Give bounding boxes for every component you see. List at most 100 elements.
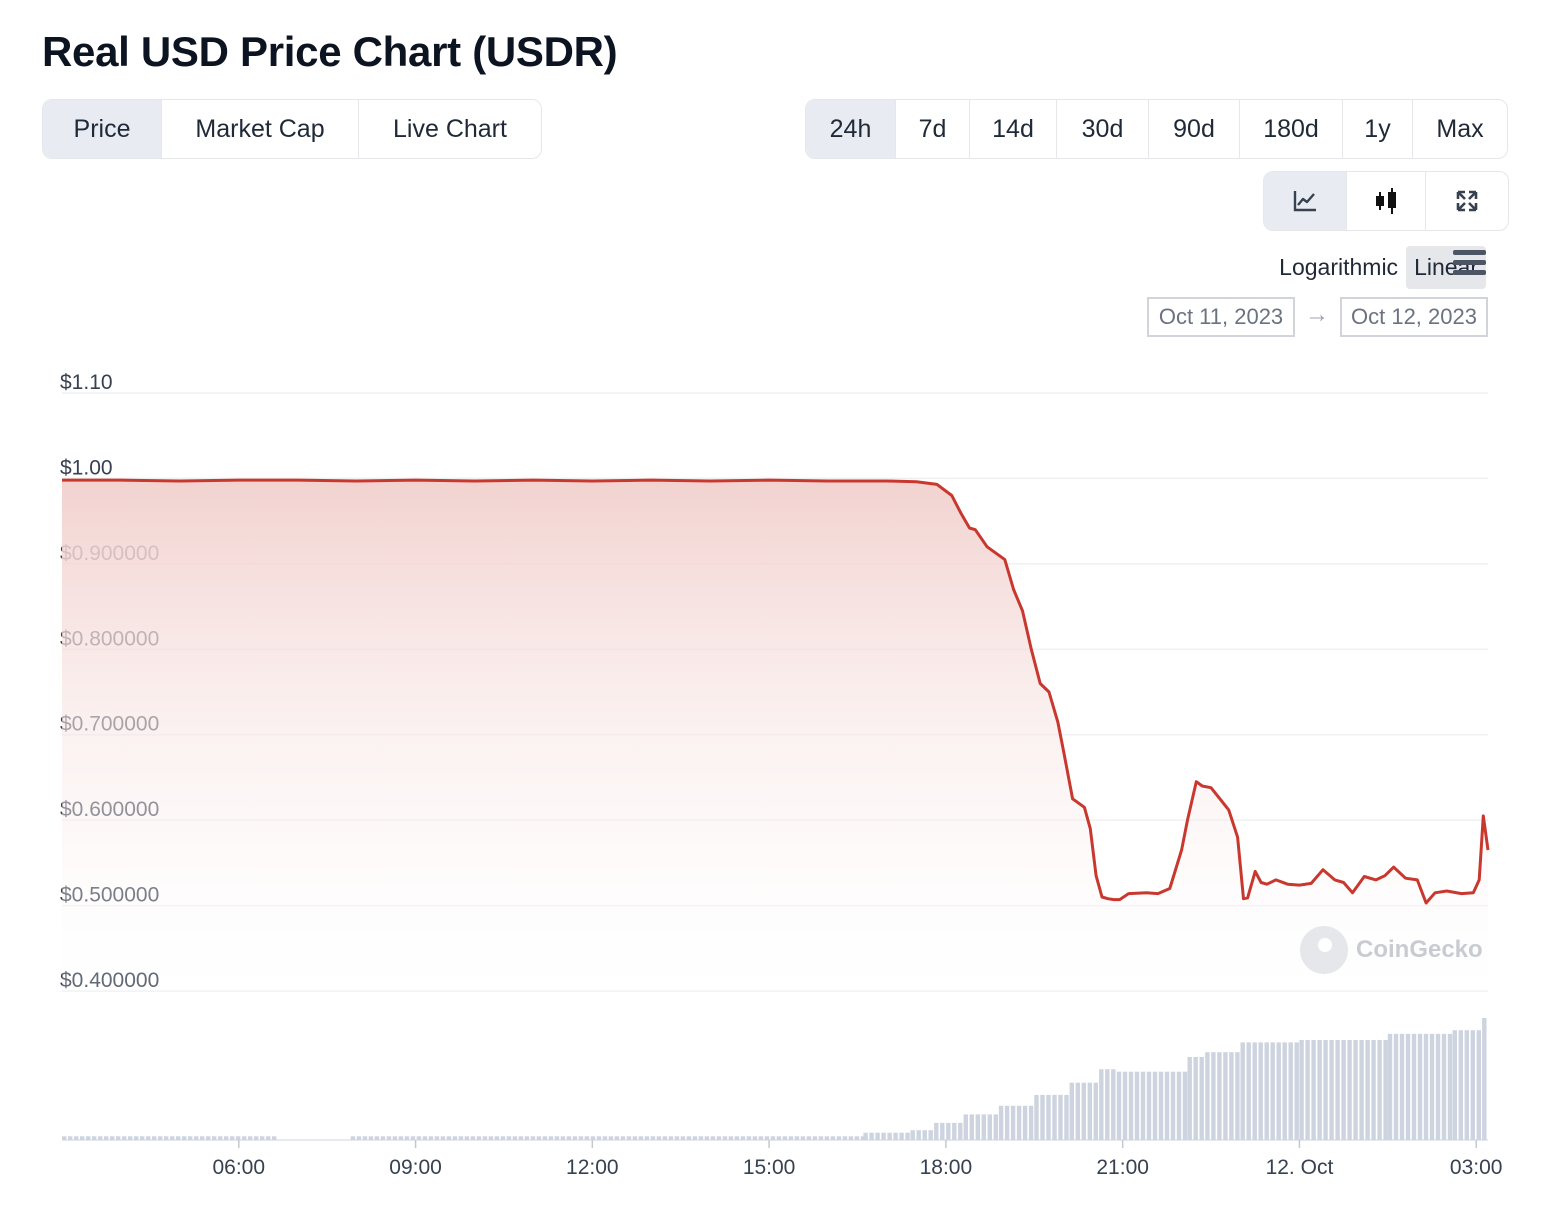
hamburger-menu-icon[interactable] xyxy=(1453,250,1486,280)
volume-bar xyxy=(1264,1042,1269,1140)
volume-bar xyxy=(368,1136,374,1140)
volume-bar xyxy=(1371,1040,1376,1140)
volume-bar xyxy=(68,1136,73,1140)
volume-bar xyxy=(969,1114,974,1140)
range-max[interactable]: Max xyxy=(1436,114,1484,143)
x-tick-label: 12. Oct xyxy=(1266,1156,1334,1179)
fullscreen-icon xyxy=(1456,190,1478,212)
volume-bar xyxy=(1329,1040,1334,1140)
volume-bar xyxy=(470,1136,476,1140)
volume-bar xyxy=(722,1136,728,1140)
range-24h[interactable]: 24h xyxy=(806,100,896,158)
volume-bar xyxy=(728,1136,734,1140)
tab-live-chart[interactable]: Live Chart xyxy=(393,114,507,143)
tab-price[interactable]: Price xyxy=(43,100,162,158)
volume-bar xyxy=(380,1136,386,1140)
volume-bar xyxy=(422,1136,428,1140)
volume-bar xyxy=(704,1136,710,1140)
volume-bar xyxy=(98,1136,103,1140)
volume-bar xyxy=(416,1136,422,1140)
chart-type-tabs xyxy=(1263,171,1509,231)
x-tick-label: 21:00 xyxy=(1096,1156,1149,1179)
fullscreen-button[interactable] xyxy=(1426,172,1508,230)
range-14d[interactable]: 14d xyxy=(970,100,1057,158)
volume-bar xyxy=(572,1136,578,1140)
volume-bar xyxy=(578,1136,584,1140)
volume-bar xyxy=(1299,1040,1304,1140)
x-tick-label: 09:00 xyxy=(389,1156,442,1179)
volume-bar xyxy=(1111,1069,1116,1140)
volume-bar xyxy=(446,1136,452,1140)
volume-bar xyxy=(458,1136,464,1140)
volume-bar xyxy=(1470,1030,1475,1140)
volume-bar xyxy=(230,1136,235,1140)
volume-bar xyxy=(398,1136,404,1140)
volume-bar xyxy=(1365,1040,1370,1140)
x-tick-label: 12:00 xyxy=(566,1156,619,1179)
volume-bar xyxy=(981,1114,986,1140)
volume-bar xyxy=(782,1136,788,1140)
volume-bar xyxy=(206,1136,211,1140)
volume-bar xyxy=(1417,1033,1423,1140)
volume-bar xyxy=(650,1136,656,1140)
volume-bar xyxy=(236,1136,241,1140)
range-1y[interactable]: 1y xyxy=(1343,100,1413,158)
volume-bar xyxy=(1282,1042,1287,1140)
volume-bar xyxy=(164,1136,169,1140)
volume-bar xyxy=(758,1136,764,1140)
volume-bar xyxy=(122,1136,127,1140)
volume-bar xyxy=(680,1136,686,1140)
volume-bar xyxy=(752,1136,758,1140)
volume-bar xyxy=(1305,1040,1310,1140)
date-from-input[interactable]: Oct 11, 2023 xyxy=(1147,297,1295,337)
volume-bar xyxy=(116,1136,121,1140)
volume-bar xyxy=(500,1136,506,1140)
volume-bar xyxy=(506,1136,512,1140)
volume-bar xyxy=(212,1136,217,1140)
volume-bar xyxy=(1411,1033,1417,1140)
volume-bar xyxy=(596,1136,602,1140)
volume-bar xyxy=(1058,1094,1063,1140)
range-30d[interactable]: 30d xyxy=(1057,100,1149,158)
date-to-input[interactable]: Oct 12, 2023 xyxy=(1340,297,1488,337)
volume-bar xyxy=(905,1132,910,1140)
volume-bar xyxy=(146,1136,151,1140)
volume-bar xyxy=(1182,1071,1188,1140)
volume-bar xyxy=(1116,1071,1122,1140)
volume-bar xyxy=(92,1136,97,1140)
volume-bar xyxy=(806,1136,812,1140)
volume-bar xyxy=(86,1136,91,1140)
volume-bar xyxy=(626,1136,632,1140)
candlestick-button[interactable] xyxy=(1347,172,1426,230)
range-7d[interactable]: 7d xyxy=(896,100,970,158)
volume-bar xyxy=(776,1136,782,1140)
volume-bar xyxy=(1323,1040,1328,1140)
range-180d[interactable]: 180d xyxy=(1240,100,1343,158)
volume-bar xyxy=(686,1136,692,1140)
volume-bar xyxy=(848,1136,854,1140)
volume-bar xyxy=(152,1136,157,1140)
line-chart-button[interactable] xyxy=(1264,172,1347,230)
logarithmic-button[interactable]: Logarithmic xyxy=(1279,253,1399,280)
volume-bar xyxy=(698,1136,704,1140)
volume-bar xyxy=(794,1136,800,1140)
range-90d[interactable]: 90d xyxy=(1149,100,1240,158)
volume-bar xyxy=(632,1136,638,1140)
volume-bar xyxy=(128,1136,133,1140)
volume-bar xyxy=(170,1136,175,1140)
volume-bar xyxy=(488,1136,494,1140)
volume-bar xyxy=(188,1136,193,1140)
volume-bar xyxy=(518,1136,524,1140)
volume-bar xyxy=(1205,1052,1210,1140)
volume-bar xyxy=(1393,1033,1399,1140)
volume-bar xyxy=(1016,1105,1022,1140)
volume-bar xyxy=(452,1136,458,1140)
volume-bar xyxy=(1258,1042,1263,1140)
volume-bar xyxy=(404,1136,410,1140)
volume-bar xyxy=(1211,1052,1216,1140)
volume-bar xyxy=(1235,1052,1240,1140)
volume-bar xyxy=(134,1136,139,1140)
volume-bar xyxy=(260,1136,265,1140)
y-tick-label: $1.10 xyxy=(60,371,113,394)
tab-market-cap[interactable]: Market Cap xyxy=(162,100,359,158)
